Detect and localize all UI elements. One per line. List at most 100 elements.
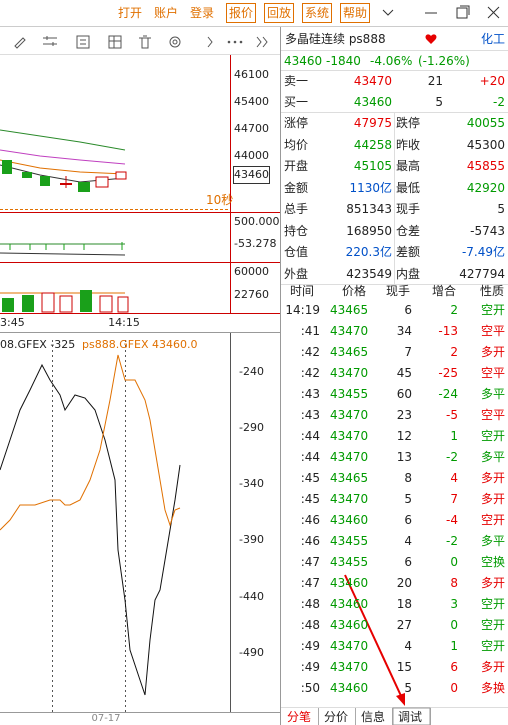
- bottom-tab[interactable]: 调试: [397, 710, 423, 724]
- trade-nature: 多平: [481, 387, 506, 401]
- trade-nature: 多开: [481, 492, 506, 506]
- stat-label: 最低: [396, 180, 421, 195]
- trade-nature: 空开: [481, 513, 506, 527]
- trade-oi-change: 0: [450, 681, 458, 695]
- bottom-tab[interactable]: 分笔: [286, 710, 312, 724]
- trade-oi-change: -13: [438, 324, 458, 338]
- trade-volume: 6: [404, 303, 412, 317]
- toolbar-icons[interactable]: [14, 35, 268, 49]
- spread-axis-label: -440: [239, 590, 264, 603]
- stat-label: 金额: [284, 180, 309, 195]
- stat-value: 423549: [346, 266, 392, 281]
- trade-price: 43470: [330, 660, 369, 674]
- last-price: 43460: [284, 54, 323, 68]
- spread-axis-label: -490: [239, 646, 264, 659]
- price-axis-label: 45400: [234, 95, 269, 108]
- stat-value: 851343: [346, 202, 392, 216]
- menu-item[interactable]: 登录: [190, 6, 215, 20]
- stat-value: 40055: [466, 116, 505, 130]
- trade-volume: 23: [396, 408, 412, 422]
- trade-nature: 多换: [481, 681, 506, 695]
- bottom-tab[interactable]: 分价: [323, 710, 349, 724]
- trade-price: 43455: [330, 555, 369, 569]
- stat-value: 42920: [466, 180, 505, 195]
- trade-nature: 空开: [481, 429, 506, 443]
- book-label: 买一: [284, 95, 309, 109]
- column-header: 增合: [432, 284, 457, 298]
- trade-volume: 4: [404, 534, 412, 548]
- stat-value: 47975: [353, 116, 392, 130]
- percent-change: -4.06%: [370, 54, 413, 68]
- column-header: 现手: [386, 284, 411, 298]
- trade-oi-change: 1: [450, 429, 458, 443]
- price-axis-label: 46100: [234, 68, 269, 81]
- trade-time: :43: [300, 387, 320, 401]
- sector-link[interactable]: 化工: [480, 32, 505, 46]
- trade-price: 43470: [330, 492, 369, 506]
- trade-price: 43455: [330, 534, 369, 548]
- trade-oi-change: 0: [450, 555, 458, 569]
- stat-label: 均价: [284, 137, 309, 152]
- book-volume: 21: [427, 74, 443, 88]
- trade-volume: 5: [404, 681, 412, 695]
- stat-label: 昨收: [396, 137, 421, 152]
- trade-price: 43460: [330, 618, 369, 632]
- window-controls[interactable]: [382, 5, 500, 19]
- menu-item[interactable]: 打开: [118, 6, 143, 20]
- book-label: 卖一: [284, 74, 309, 88]
- trade-volume: 13: [396, 450, 412, 464]
- trade-oi-change: -2: [446, 534, 458, 548]
- trade-time: :43: [300, 408, 320, 422]
- trade-volume: 18: [396, 597, 412, 611]
- trade-nature: 多平: [481, 534, 506, 548]
- menu-item[interactable]: 系统: [302, 3, 333, 23]
- trade-nature: 空平: [481, 408, 506, 422]
- stat-value: 168950: [346, 223, 392, 238]
- trade-oi-change: -24: [438, 387, 458, 401]
- last-price-marker: 43460: [233, 166, 270, 184]
- trade-oi-change: 1: [450, 639, 458, 653]
- menu-item[interactable]: 帮助: [340, 3, 371, 23]
- menu-item[interactable]: 报价: [226, 3, 257, 23]
- trade-price: 43465: [330, 471, 369, 485]
- legend-entry: 08.GFEX -325: [0, 338, 76, 351]
- trade-oi-change: -4: [446, 513, 458, 527]
- stat-value: 5: [497, 202, 505, 216]
- menu-item[interactable]: 账户: [154, 6, 179, 20]
- trade-oi-change: 6: [450, 660, 458, 674]
- trade-time: :45: [300, 471, 320, 485]
- trade-nature: 空开: [481, 639, 506, 653]
- trade-time: :46: [300, 534, 320, 548]
- trade-time: :47: [300, 555, 320, 569]
- trade-nature: 多开: [481, 660, 506, 674]
- stat-label: 总手: [284, 202, 309, 216]
- menu-item[interactable]: 回放: [264, 3, 295, 23]
- trade-oi-change: 8: [450, 576, 458, 590]
- book-volume: 5: [435, 95, 443, 109]
- trade-time: :44: [300, 450, 320, 464]
- price-change: -1840: [326, 54, 361, 68]
- trade-volume: 20: [396, 576, 412, 590]
- trade-oi-change: 7: [450, 492, 458, 506]
- bottom-tab[interactable]: 信息: [360, 710, 386, 724]
- trade-time: 14:19: [285, 303, 320, 317]
- trade-oi-change: 3: [450, 597, 458, 611]
- volume-axis-label: -53.278: [234, 237, 277, 250]
- trade-price: 43470: [330, 450, 369, 464]
- stat-label: 涨停: [284, 116, 309, 130]
- candles: [2, 160, 127, 192]
- stat-label: 现手: [396, 202, 421, 216]
- trade-volume: 6: [404, 513, 412, 527]
- trade-price: 43470: [330, 366, 369, 380]
- stat-label: 仓值: [284, 245, 309, 259]
- interval-label: 10秒: [206, 193, 234, 207]
- trade-volume: 27: [396, 618, 412, 632]
- stat-label: 仓差: [396, 223, 421, 238]
- trade-price: 43460: [330, 576, 369, 590]
- stat-value: 45300: [466, 137, 505, 152]
- trade-nature: 多开: [481, 576, 506, 590]
- stat-value: 427794: [459, 266, 505, 281]
- spread-axis-label: -290: [239, 421, 264, 434]
- trade-nature: 空平: [481, 324, 506, 338]
